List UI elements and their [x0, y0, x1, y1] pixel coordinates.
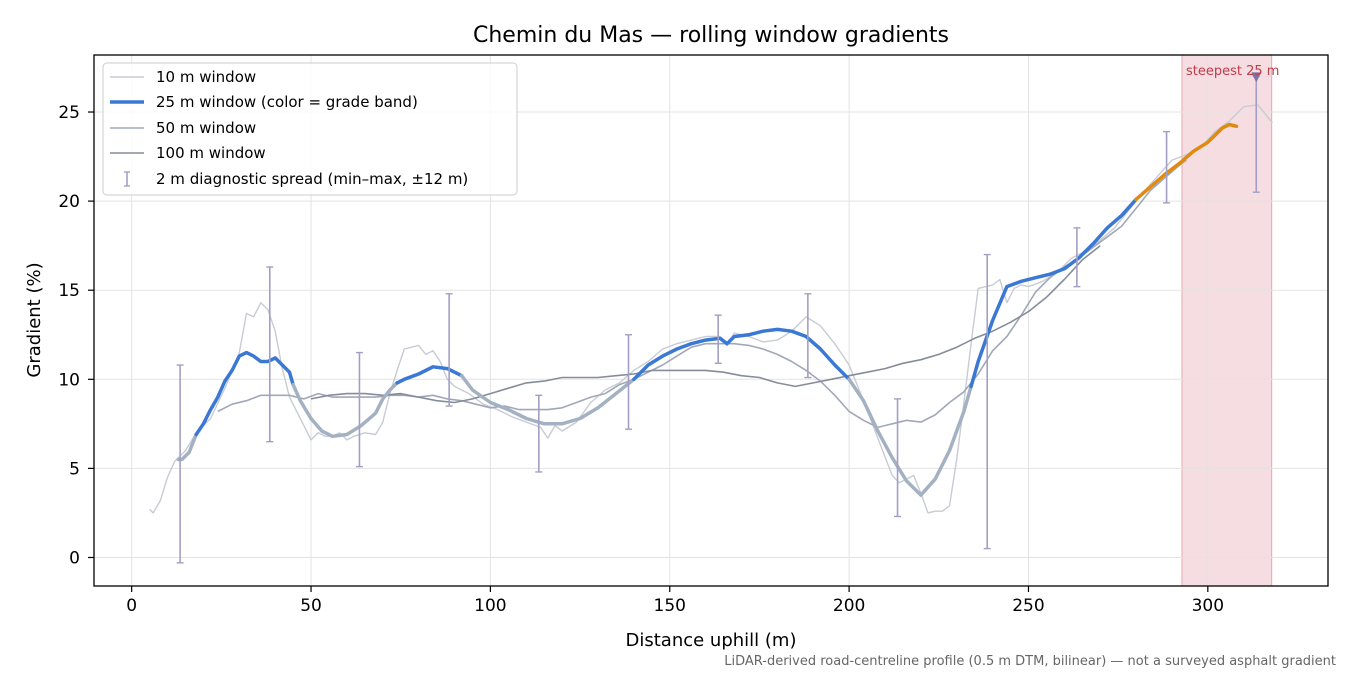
series-line-w25-high: [1134, 122, 1239, 202]
legend-box: [102, 62, 518, 196]
grid-layer: [94, 55, 1328, 586]
legend-label-w50: 50 m window: [156, 119, 256, 137]
legend-label-errorbar: 2 m diagnostic spread (min–max, ±12 m): [156, 170, 468, 188]
highlight-band-layer: [1181, 54, 1273, 587]
x-tick-label: 0: [126, 596, 137, 616]
legend-label-w100: 100 m window: [156, 144, 266, 162]
y-tick-label: 25: [58, 103, 80, 123]
plot-frame: [93, 54, 1329, 587]
errorbar: [535, 394, 543, 473]
errorbar: [266, 266, 274, 443]
errorbar: [355, 351, 363, 468]
marker-layer: [1251, 72, 1262, 83]
series-line-w25-mid: [395, 365, 464, 385]
series-line-w25-low: [847, 377, 973, 497]
y-tick-label: 15: [58, 281, 80, 301]
highlight-band-label: steepest 25 m: [1186, 64, 1279, 79]
legend-label-w10: 10 m window: [156, 68, 256, 86]
y-tick-label: 0: [69, 548, 80, 568]
y-tick-label: 10: [58, 370, 80, 390]
errorbar: [714, 314, 722, 364]
legend-swatches: [110, 76, 144, 187]
y-axis: 0 5 10 15 20 25: [58, 103, 94, 568]
legend-label-w25: 25 m window (color = grade band): [156, 93, 418, 111]
errorbar: [624, 334, 632, 430]
steepest-marker-icon: [1251, 72, 1262, 83]
errorbar-layer: [176, 75, 1260, 564]
series-line-w50: [217, 159, 1187, 429]
errorbar: [1073, 227, 1081, 288]
series-line-w25-mid: [969, 197, 1138, 389]
legend: 10 m window 25 m window (color = grade b…: [102, 62, 518, 196]
series-line-w25-low: [291, 381, 399, 439]
series-line-w10: [149, 104, 1273, 514]
series-line-w25-mid: [632, 327, 851, 382]
series-layer: [149, 104, 1273, 514]
x-tick-label: 50: [300, 596, 322, 616]
x-axis: 0 50 100 150 200 250 300: [126, 586, 1224, 616]
x-tick-label: 200: [833, 596, 865, 616]
errorbar: [894, 398, 902, 518]
errorbar: [176, 364, 184, 564]
x-axis-label: Distance uphill (m): [626, 630, 797, 651]
errorbar: [983, 253, 991, 550]
series-line-w100: [310, 245, 1101, 404]
x-tick-label: 250: [1012, 596, 1044, 616]
y-axis-label: Gradient (%): [24, 262, 45, 377]
series-line-w25-mid: [194, 350, 295, 437]
y-tick-label: 20: [58, 192, 80, 212]
y-tick-label: 5: [69, 459, 80, 479]
x-tick-label: 100: [474, 596, 506, 616]
errorbar: [804, 293, 812, 379]
x-tick-label: 150: [654, 596, 686, 616]
series-line-w25-low: [459, 373, 636, 426]
chart-title: Chemin du Mas — rolling window gradients: [473, 23, 949, 48]
highlight-band: [1181, 54, 1273, 587]
errorbar: [445, 293, 453, 407]
errorbar: [1163, 130, 1171, 204]
x-tick-label: 300: [1192, 596, 1224, 616]
footnote: LiDAR-derived road-centreline profile (0…: [724, 654, 1336, 669]
